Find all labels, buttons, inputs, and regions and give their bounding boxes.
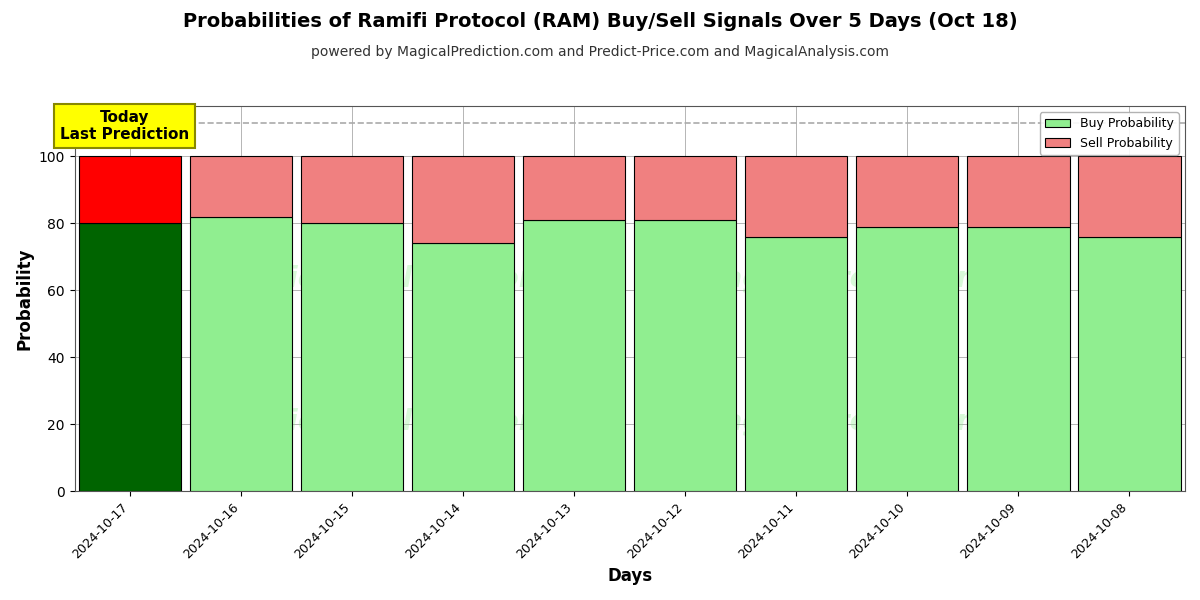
Bar: [635, 156, 737, 220]
Text: Probabilities of Ramifi Protocol (RAM) Buy/Sell Signals Over 5 Days (Oct 18): Probabilities of Ramifi Protocol (RAM) B…: [182, 12, 1018, 31]
X-axis label: Days: Days: [607, 567, 653, 585]
Bar: [412, 156, 515, 244]
Text: powered by MagicalPrediction.com and Predict-Price.com and MagicalAnalysis.com: powered by MagicalPrediction.com and Pre…: [311, 45, 889, 59]
Bar: [301, 156, 403, 223]
Bar: [523, 156, 625, 220]
Bar: [857, 227, 959, 491]
Text: MagicalAnalysis.com: MagicalAnalysis.com: [223, 408, 548, 436]
Bar: [523, 220, 625, 491]
Text: MagicalAnalysis.com: MagicalAnalysis.com: [223, 265, 548, 293]
Text: MagicalPrediction.com: MagicalPrediction.com: [697, 408, 1051, 436]
Bar: [190, 156, 293, 217]
Bar: [967, 227, 1069, 491]
Bar: [857, 156, 959, 227]
Bar: [79, 223, 181, 491]
Bar: [1079, 236, 1181, 491]
Bar: [745, 236, 847, 491]
Bar: [1079, 156, 1181, 236]
Bar: [190, 217, 293, 491]
Bar: [79, 156, 181, 223]
Bar: [301, 223, 403, 491]
Legend: Buy Probability, Sell Probability: Buy Probability, Sell Probability: [1040, 112, 1178, 155]
Bar: [635, 220, 737, 491]
Text: MagicalPrediction.com: MagicalPrediction.com: [697, 265, 1051, 293]
Bar: [745, 156, 847, 236]
Bar: [412, 244, 515, 491]
Text: Today
Last Prediction: Today Last Prediction: [60, 110, 190, 142]
Y-axis label: Probability: Probability: [16, 247, 34, 350]
Bar: [967, 156, 1069, 227]
